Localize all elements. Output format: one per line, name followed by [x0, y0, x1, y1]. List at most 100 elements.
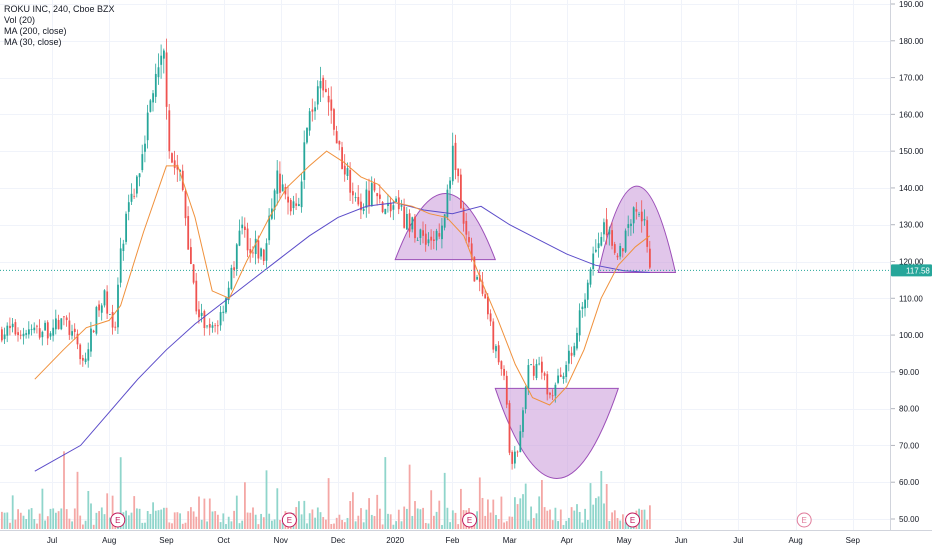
volume-bar: [330, 524, 333, 529]
candle-body: [198, 309, 200, 318]
candle-body: [149, 100, 152, 112]
candle-body: [578, 310, 581, 336]
candle-body: [354, 197, 357, 198]
earnings-marker-circle: [110, 512, 126, 528]
candle-body: [298, 204, 300, 207]
x-tick-label: Nov: [274, 536, 288, 545]
time-axis[interactable]: Jul Aug Sep Oct Nov Dec 2020 Feb Mar Apr May Jun Jul…: [47, 536, 861, 545]
candle-body: [427, 239, 430, 244]
volume-bar: [484, 515, 487, 529]
volume-bar: [179, 513, 181, 529]
volume-bar: [570, 507, 573, 529]
earnings-marker[interactable]: E: [796, 512, 812, 528]
volume-bar: [265, 470, 268, 529]
y-tick-label: 150.00: [899, 147, 924, 156]
candle-body: [376, 193, 379, 197]
candle-body: [605, 219, 608, 236]
volume-bar: [163, 507, 165, 529]
y-tick-label: 50.00: [899, 515, 920, 524]
earnings-marker[interactable]: E: [281, 512, 297, 528]
volume-bar: [198, 496, 200, 529]
volume-bar: [241, 520, 244, 529]
candle-body: [430, 236, 433, 241]
volume-bar: [30, 508, 33, 529]
volume-bar: [392, 524, 395, 529]
volume-bar: [109, 517, 111, 529]
candle-body: [33, 327, 36, 331]
volume-bar: [508, 516, 511, 529]
candle-body: [303, 142, 306, 180]
candle-body: [1, 329, 3, 341]
legend-title[interactable]: ROKU INC, 240, Cboe BZX: [4, 4, 115, 14]
volume-bar: [171, 523, 173, 529]
candle-body: [395, 198, 397, 202]
candle-body: [489, 313, 492, 322]
volume-bar: [327, 478, 330, 529]
candle-body: [519, 431, 522, 453]
volume-bar: [133, 496, 136, 529]
price-axis[interactable]: 50.00 60.00 70.00 80.00 90.00 100.00 110.00 120…: [891, 0, 924, 524]
y-tick-label: 160.00: [899, 110, 924, 119]
candle-body: [28, 329, 30, 335]
candle-body: [168, 110, 171, 152]
volume-bar: [306, 523, 308, 529]
volume-bar: [65, 509, 68, 529]
candle-body: [484, 294, 487, 299]
y-tick-label: 100.00: [899, 331, 924, 340]
earnings-marker[interactable]: E: [462, 512, 478, 528]
candle-body: [130, 193, 133, 202]
candle-body: [516, 451, 519, 453]
volume-bar: [435, 511, 438, 529]
candle-body: [592, 253, 595, 270]
volume-bar: [254, 514, 257, 529]
volume-bar: [600, 471, 603, 529]
candle-body: [346, 168, 349, 176]
volume-bar: [516, 504, 519, 529]
candle-body: [470, 243, 473, 257]
candle-body: [84, 358, 87, 362]
ma200-line: [34, 202, 650, 472]
x-tick-label: Aug: [788, 536, 802, 545]
candle-body: [68, 320, 71, 335]
candle-body: [619, 246, 622, 257]
candle-body: [457, 168, 460, 177]
volume-bar: [360, 508, 362, 529]
x-tick-label: Aug: [102, 536, 116, 545]
candle-body: [30, 328, 33, 330]
volume-bar: [406, 508, 408, 529]
volume-bar: [252, 507, 254, 529]
candle-body: [322, 77, 325, 91]
x-tick-label: Sep: [159, 536, 174, 545]
legend-volume[interactable]: Vol (20): [4, 15, 36, 25]
volume-bar: [11, 495, 14, 529]
legend-ma30[interactable]: MA (30, close): [4, 37, 62, 47]
volume-bar: [279, 520, 281, 529]
candle-body: [146, 112, 149, 141]
earnings-marker[interactable]: E: [110, 512, 126, 528]
legend-ma200[interactable]: MA (200, close): [4, 26, 67, 36]
candle-body: [119, 248, 122, 283]
candle-body: [144, 143, 146, 152]
candle-body: [17, 332, 19, 336]
volume-bar: [622, 514, 624, 529]
candle-body: [389, 203, 392, 212]
candle-body: [446, 189, 449, 218]
volume-bar: [22, 515, 25, 529]
candle-body: [424, 233, 427, 245]
candle-body: [568, 350, 570, 364]
candle-body: [527, 365, 530, 389]
earnings-marker[interactable]: E: [625, 512, 641, 528]
candle-body: [443, 214, 446, 228]
y-tick-label: 80.00: [899, 405, 920, 414]
candle-body: [611, 230, 613, 246]
candle-body: [230, 267, 233, 290]
volume-bar: [586, 520, 589, 529]
candlesticks: [1, 38, 651, 470]
volume-bar: [46, 516, 49, 529]
candle-body: [481, 281, 484, 294]
candle-body: [627, 224, 630, 228]
candle-body: [117, 284, 119, 328]
candle-body: [586, 282, 589, 300]
